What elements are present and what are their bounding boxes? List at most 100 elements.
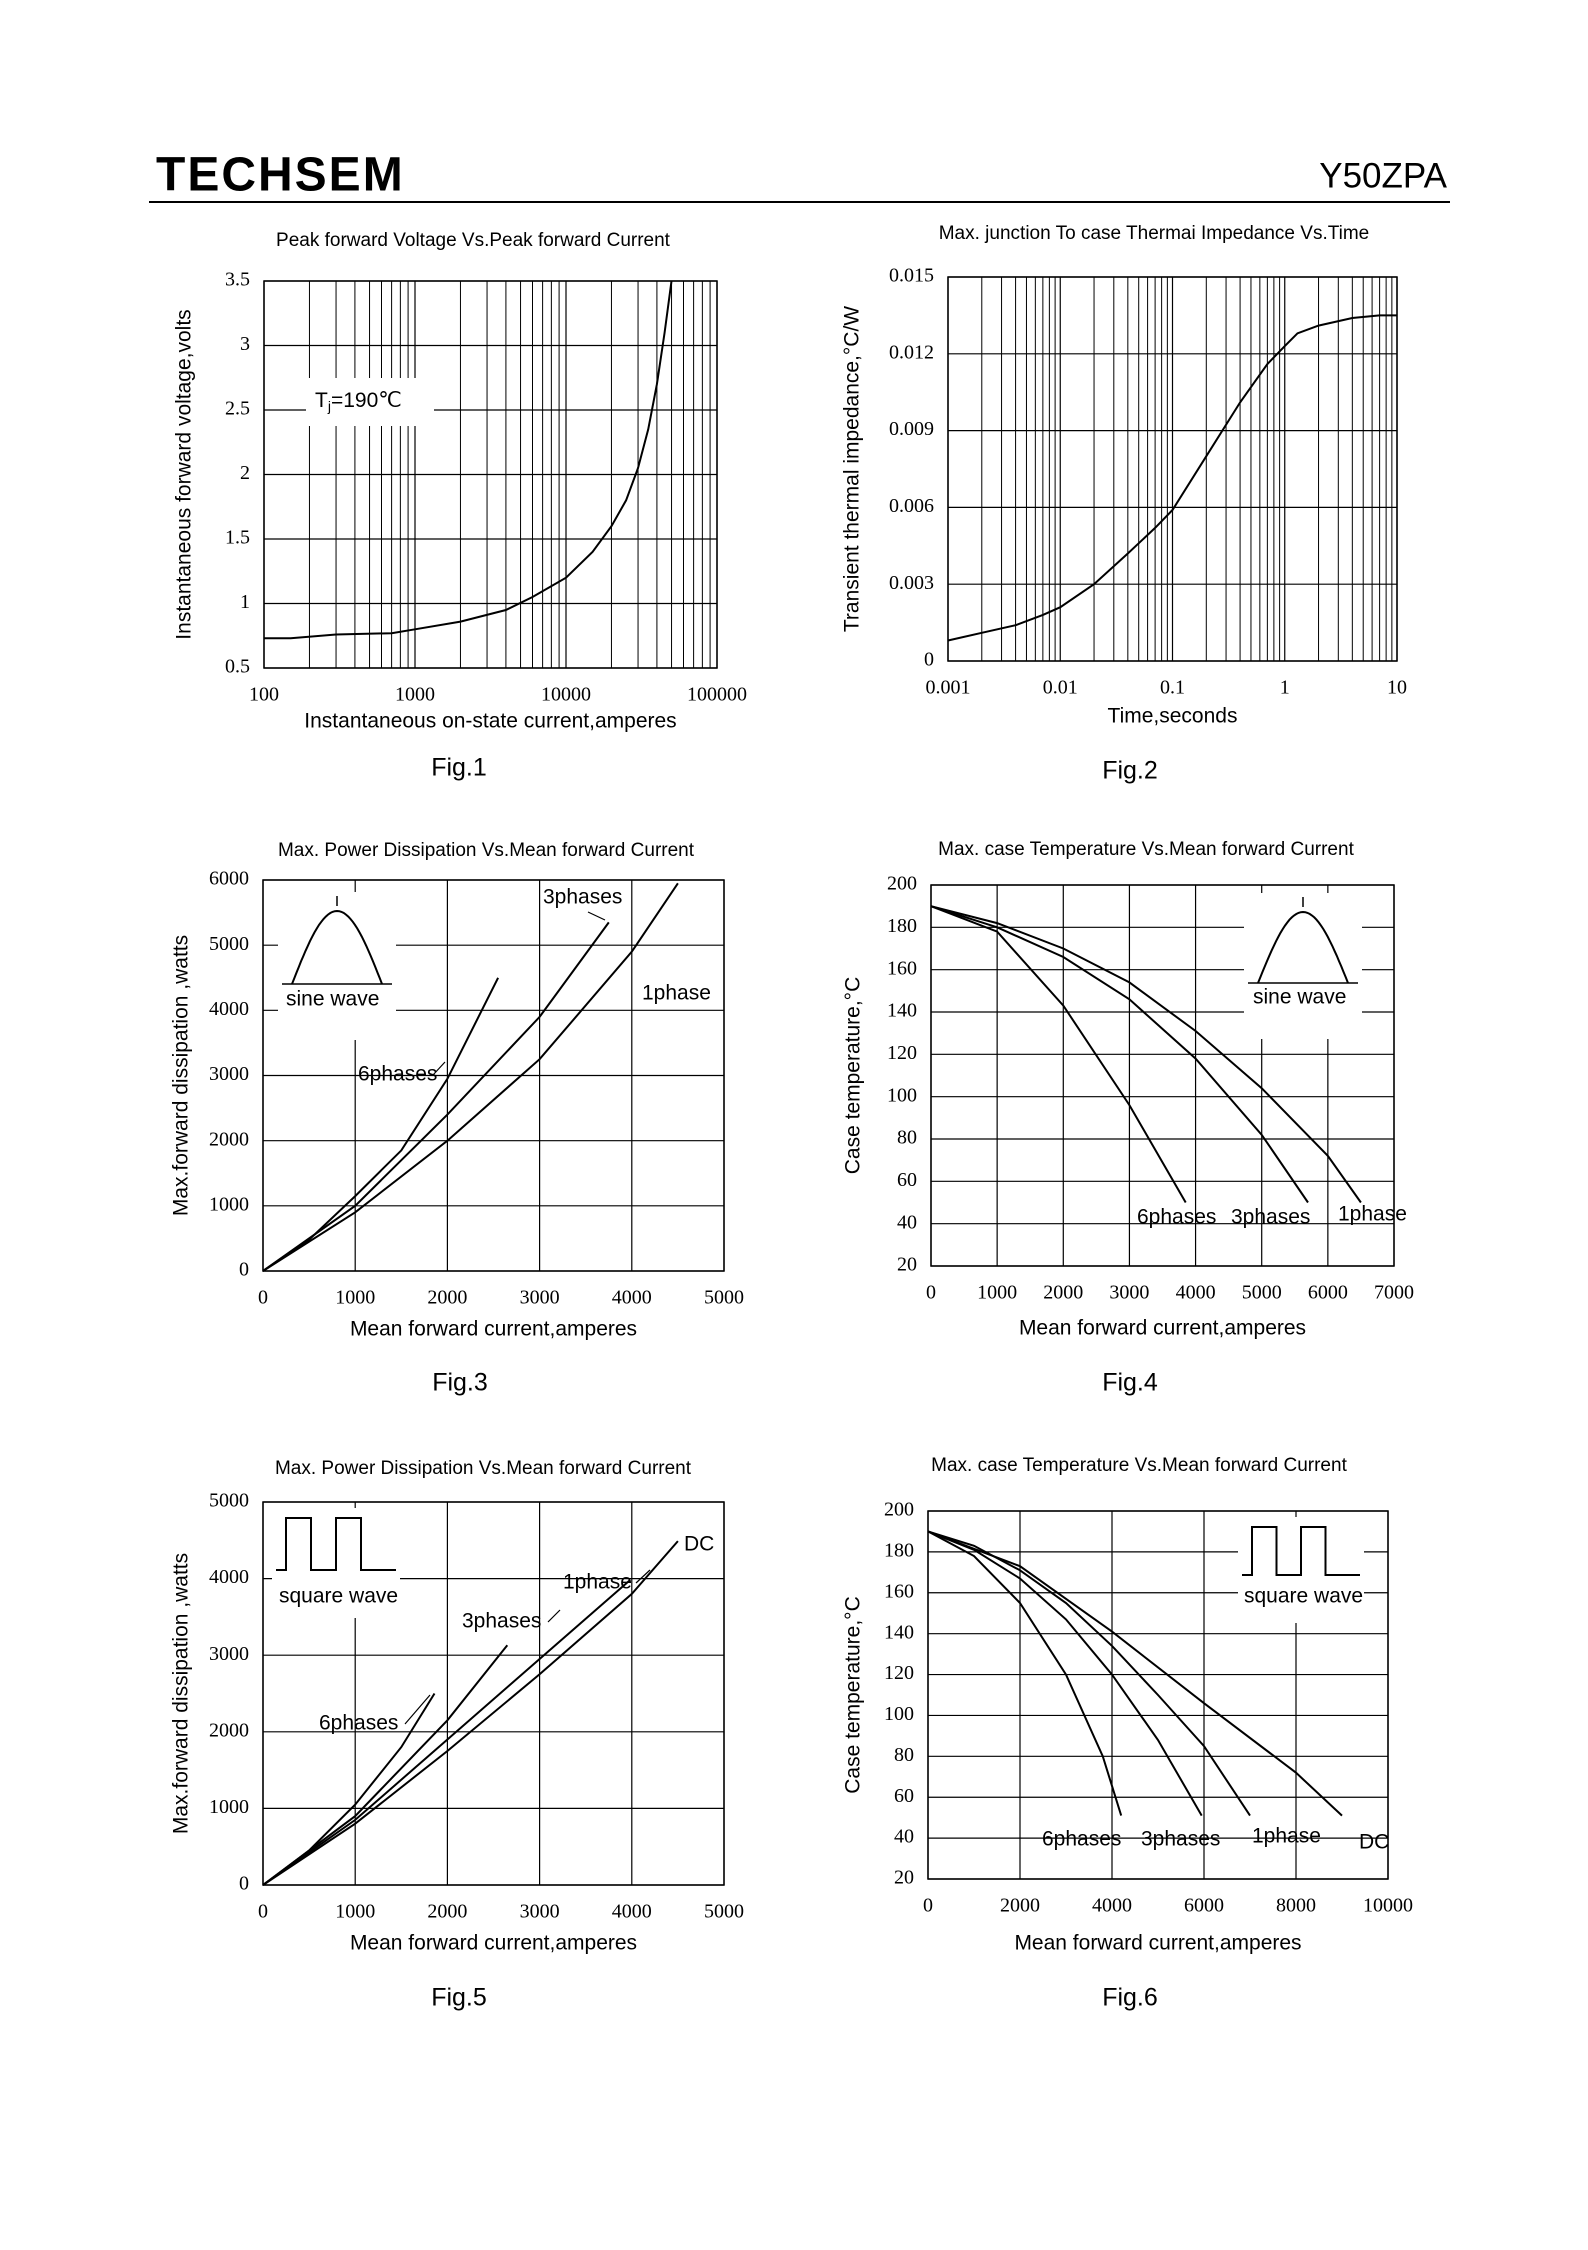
y-tick-label: 0 — [239, 1259, 249, 1281]
leader-line — [432, 1061, 446, 1076]
leader-line — [404, 1694, 431, 1725]
chart-title: Max. Power Dissipation Vs.Mean forward C… — [278, 840, 695, 861]
chart: 0 1000 2000 3000 4000 5000 0 1000 2000 3000 4000 50… — [170, 1458, 744, 2012]
leader-line — [587, 911, 606, 921]
series-label: DC — [1359, 1831, 1389, 1854]
series-label: DC — [684, 1533, 714, 1556]
chart: 0.001 0.01 0.1 1 10 0 0.003 0.006 0.009 0.012 0.01… — [841, 223, 1407, 785]
y-tick-label: 3000 — [209, 1063, 249, 1085]
x-tick-label: 10 — [1387, 677, 1407, 699]
x-tick-label: 1 — [1280, 677, 1290, 699]
y-tick-label: 0.012 — [889, 341, 934, 363]
x-axis-label: Mean forward current,amperes — [350, 1318, 637, 1341]
figure-caption: Fig.6 — [1102, 1984, 1158, 2012]
y-tick-label: 0.009 — [889, 418, 934, 440]
x-tick-label: 8000 — [1276, 1895, 1316, 1917]
x-axis-label: Mean forward current,amperes — [350, 1932, 637, 1955]
y-tick-label: 4000 — [209, 1566, 249, 1588]
y-tick-label: 1000 — [209, 1193, 249, 1215]
x-tick-label: 4000 — [612, 1901, 652, 1923]
y-tick-label: 100 — [887, 1084, 917, 1106]
y-tick-label: 200 — [884, 1499, 914, 1521]
y-axis-label: Max.forward dissipation ,watts — [170, 1553, 193, 1834]
y-tick-label: 6000 — [209, 868, 249, 890]
x-tick-label: 2000 — [1000, 1895, 1040, 1917]
x-tick-label: 0 — [258, 1287, 268, 1309]
data-line — [264, 280, 673, 640]
y-tick-label: 80 — [897, 1127, 917, 1149]
y-axis-label: Case temperature,°C — [842, 1596, 865, 1793]
y-tick-label: 2000 — [209, 1128, 249, 1150]
figure-caption: Fig.4 — [1102, 1369, 1158, 1397]
chart-title: Max. junction To case Thermai Impedance … — [939, 223, 1370, 244]
series-label: 6phases — [358, 1063, 437, 1086]
x-tick-label: 1000 — [395, 684, 435, 706]
y-tick-label: 1.5 — [225, 527, 250, 549]
x-tick-label: 5000 — [704, 1287, 744, 1309]
data-line — [262, 1540, 679, 1886]
y-tick-label: 180 — [884, 1539, 914, 1561]
annotation-box — [306, 378, 434, 426]
part-number: Y50ZPA — [1319, 156, 1447, 195]
series-label: 3phases — [543, 886, 622, 909]
x-tick-label: 5000 — [704, 1901, 744, 1923]
x-axis-label: Mean forward current,amperes — [1019, 1317, 1306, 1340]
x-tick-label: 3000 — [1109, 1282, 1149, 1304]
y-tick-label: 0.006 — [889, 495, 934, 517]
y-tick-label: 40 — [894, 1826, 914, 1848]
series-label: 6phases — [1042, 1828, 1121, 1851]
y-tick-label: 160 — [887, 957, 917, 979]
chart-title: Peak forward Voltage Vs.Peak forward Cur… — [276, 230, 671, 251]
x-tick-label: 1000 — [977, 1282, 1017, 1304]
y-tick-label: 3000 — [209, 1643, 249, 1665]
y-tick-label: 140 — [884, 1621, 914, 1643]
series-label: 6phases — [319, 1712, 398, 1735]
y-tick-label: 0.5 — [225, 656, 250, 678]
x-tick-label: 10000 — [1363, 1895, 1413, 1917]
y-tick-label: 5000 — [209, 1490, 249, 1512]
y-tick-label: 40 — [897, 1211, 917, 1233]
data-line — [947, 314, 1397, 642]
y-tick-label: 3.5 — [225, 269, 250, 291]
data-line — [262, 921, 610, 1272]
figure-caption: Fig.5 — [431, 1984, 487, 2012]
y-tick-label: 2.5 — [225, 398, 250, 420]
y-tick-label: 1 — [240, 591, 250, 613]
waveform-icon — [276, 1517, 396, 1571]
y-tick-label: 0.015 — [889, 265, 934, 287]
y-tick-label: 20 — [897, 1254, 917, 1276]
chart: 100 1000 10000 100000 0.5 1 1.5 2 2.5 3 3.5 Peak fo… — [173, 230, 747, 782]
data-line — [930, 905, 1187, 1204]
x-tick-label: 6000 — [1184, 1895, 1224, 1917]
y-tick-label: 60 — [894, 1785, 914, 1807]
chart-title: Max. Power Dissipation Vs.Mean forward C… — [275, 1458, 692, 1479]
series-label: 1phase — [1338, 1203, 1407, 1226]
x-tick-label: 0 — [926, 1282, 936, 1304]
leader-line — [547, 1609, 561, 1623]
series-label: 1phase — [563, 1571, 632, 1594]
x-tick-label: 1000 — [335, 1287, 375, 1309]
figure-caption: Fig.2 — [1102, 757, 1158, 785]
y-tick-label: 4000 — [209, 998, 249, 1020]
data-line — [930, 905, 1309, 1204]
x-tick-label: 1000 — [335, 1901, 375, 1923]
annotation: square wave — [279, 1585, 398, 1608]
x-tick-label: 3000 — [520, 1287, 560, 1309]
chart: 0 2000 4000 6000 8000 10000 20 40 60 80 100 120 140 1… — [842, 1455, 1413, 2012]
y-tick-label: 0 — [239, 1873, 249, 1895]
data-line — [930, 905, 1362, 1204]
series-label: 3phases — [1141, 1828, 1220, 1851]
x-tick-label: 7000 — [1374, 1282, 1414, 1304]
icon-box — [278, 892, 396, 1040]
y-axis-label: Case temperature,°C — [842, 977, 865, 1174]
y-axis-label: Transient thermal impedance,°C/W — [841, 306, 864, 632]
y-tick-label: 60 — [897, 1169, 917, 1191]
data-line — [262, 1579, 631, 1886]
waveform-icon — [1257, 910, 1349, 984]
x-tick-label: 10000 — [541, 684, 591, 706]
series-label: 3phases — [1231, 1206, 1310, 1229]
y-tick-label: 200 — [887, 873, 917, 895]
figure-caption: Fig.3 — [432, 1369, 488, 1397]
chart-title: Max. case Temperature Vs.Mean forward Cu… — [938, 839, 1354, 860]
